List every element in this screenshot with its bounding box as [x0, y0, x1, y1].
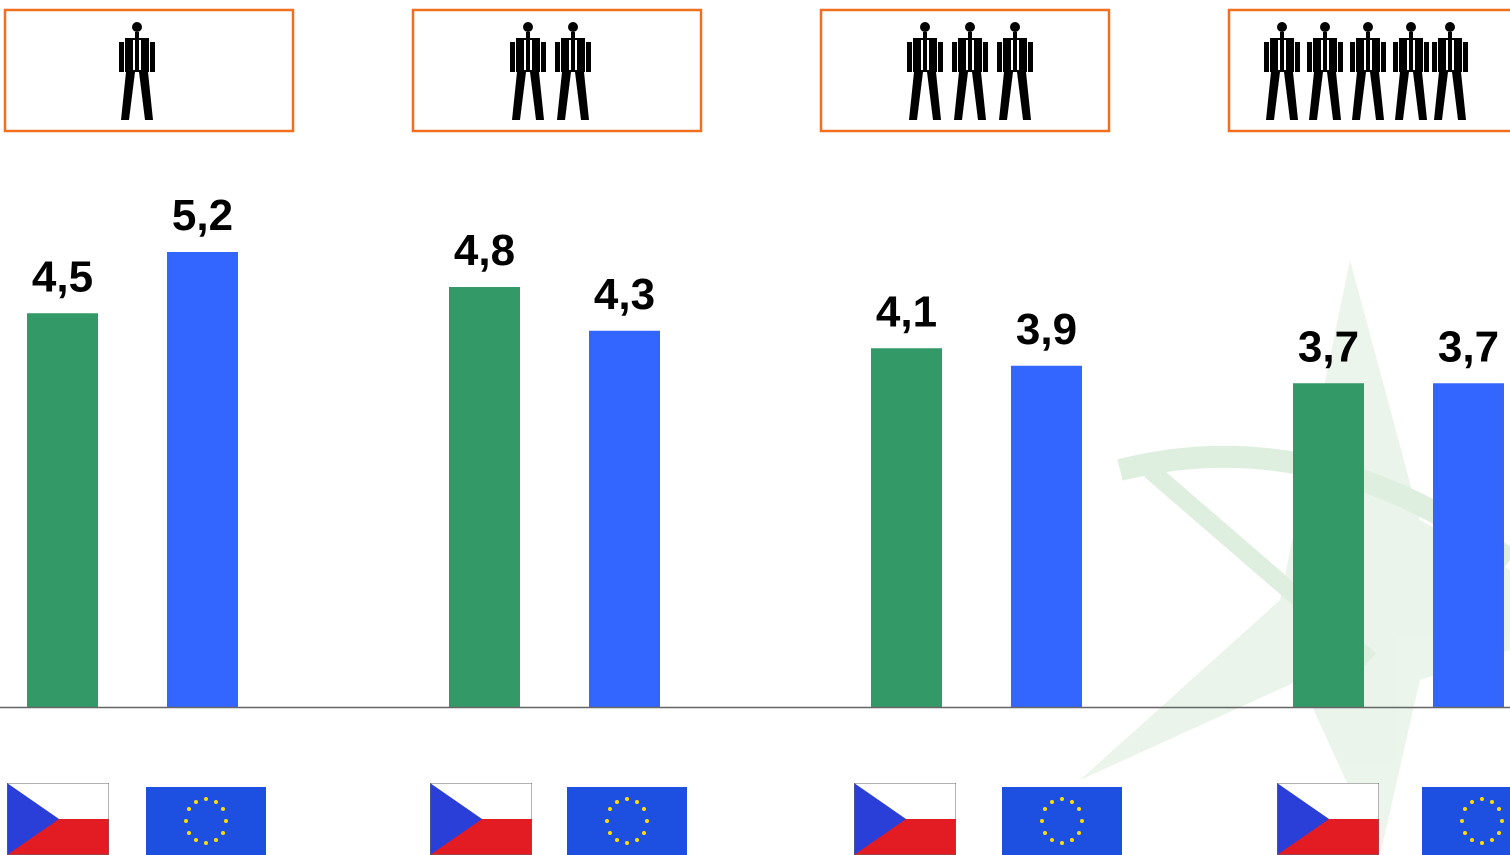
value-label: 4,5 — [32, 252, 93, 301]
bar — [167, 252, 238, 707]
people-icons — [119, 22, 1468, 120]
value-label: 3,7 — [1438, 322, 1499, 371]
bar — [27, 313, 98, 707]
group-icons — [3, 8, 1510, 133]
bar — [871, 348, 942, 707]
bar — [1011, 365, 1082, 707]
value-label: 4,8 — [454, 226, 515, 275]
icon-box — [819, 8, 1111, 133]
bar — [1433, 383, 1504, 707]
value-label: 4,1 — [876, 287, 937, 336]
value-label: 5,2 — [172, 191, 233, 240]
bar — [589, 330, 660, 707]
flags — [7, 783, 1510, 855]
value-label: 4,3 — [594, 270, 655, 319]
bar — [1293, 383, 1364, 707]
bars: 4,5 4,8 4,1 3,7 5,2 4,3 3,9 3,7 — [27, 191, 1504, 707]
icon-box — [3, 8, 295, 133]
value-label: 3,9 — [1016, 305, 1077, 354]
bar — [449, 287, 520, 707]
icon-box — [1227, 8, 1510, 133]
value-label: 3,7 — [1298, 322, 1359, 371]
icon-box — [411, 8, 703, 133]
